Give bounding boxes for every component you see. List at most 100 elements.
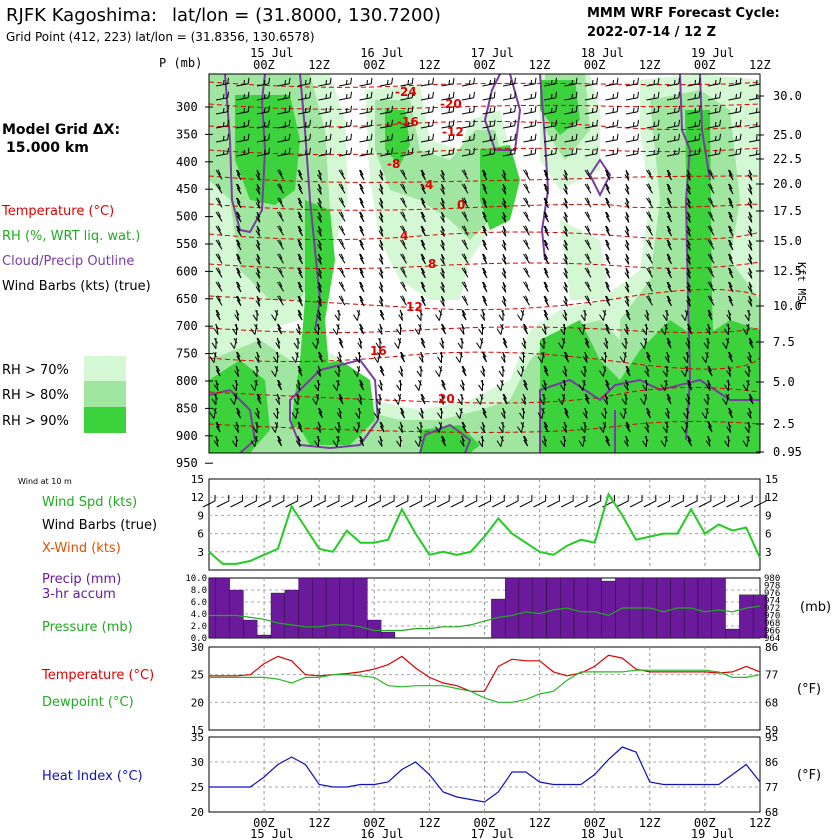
wind-barb — [726, 309, 732, 321]
wind-barb — [255, 253, 261, 265]
wind-barb — [420, 393, 426, 405]
wind-barb — [707, 133, 721, 143]
wind-barb — [624, 211, 630, 223]
wind-barb — [317, 253, 322, 265]
wind-speed-line — [208, 491, 761, 565]
wind-barb — [523, 147, 537, 157]
wind-barb — [564, 133, 578, 143]
wind-barb — [440, 183, 445, 195]
wind-barb — [686, 253, 691, 265]
wind-barb — [398, 421, 404, 433]
wind-barb — [209, 407, 217, 419]
wind-barb — [728, 119, 742, 129]
wind-barb — [236, 105, 250, 115]
wind-barb — [482, 281, 488, 293]
precip-bar — [725, 628, 740, 639]
precip-bar — [298, 577, 313, 639]
wind-barb — [666, 281, 672, 293]
wind-barb — [336, 407, 342, 419]
legend-pressure: Pressure (mb) — [42, 620, 133, 635]
wind-barb — [215, 281, 223, 292]
rh80-swatch — [84, 381, 126, 407]
wind-barb — [317, 295, 322, 307]
wind-barb — [646, 407, 652, 419]
wind-barb — [273, 352, 280, 364]
wind-barb — [440, 281, 445, 293]
wind-barb — [642, 380, 649, 392]
wind-barb — [414, 323, 422, 335]
wind-barb — [582, 407, 588, 419]
wind-barb — [683, 408, 690, 420]
wind-barb — [334, 310, 341, 322]
wind-barb — [359, 295, 365, 307]
wind-panel-left-tick: 9 — [197, 509, 204, 522]
station-title: RJFK Kagoshima: — [6, 5, 157, 26]
wind-barb — [377, 379, 383, 391]
wind-barb — [666, 267, 672, 279]
wind-barb — [256, 147, 270, 157]
wind-barb — [599, 365, 607, 377]
bottom-hour-label: 00Z — [474, 816, 496, 830]
wind-barb — [662, 422, 669, 434]
wind-barb — [686, 281, 691, 293]
wind-barb — [353, 365, 361, 377]
wind-barb — [666, 133, 680, 143]
wind-barb — [254, 351, 260, 363]
precip-bar — [518, 577, 533, 639]
temperature-contour-label: 4 — [400, 229, 408, 243]
wind-barb — [255, 239, 261, 251]
wind-barb — [400, 183, 407, 194]
wind-barb — [314, 324, 321, 336]
wind-barb — [744, 310, 751, 322]
wind-barb — [666, 337, 672, 349]
wind-barb — [297, 281, 303, 293]
surface-wind-barb — [560, 495, 574, 508]
wind-barb — [517, 309, 525, 321]
wind-barb — [440, 267, 445, 279]
pressure-right-tick: 980 — [764, 574, 780, 584]
temp-panel-right-tick: 59 — [765, 724, 778, 737]
wind-barb — [314, 380, 321, 392]
surface-wind-barb — [492, 495, 505, 508]
wind-barb — [256, 133, 270, 143]
wind-barb — [359, 183, 365, 195]
surface-wind-barb — [574, 495, 588, 508]
wind-barb — [420, 239, 426, 251]
wind-barb — [271, 309, 279, 321]
wind-barb — [234, 309, 240, 321]
surface-wind-barb — [230, 495, 244, 508]
wind-barb — [562, 421, 568, 433]
wind-barb — [701, 407, 709, 419]
wind-barb — [707, 365, 713, 377]
wind-barb — [277, 183, 284, 194]
dewpoint-line — [209, 669, 761, 703]
wind-barb — [605, 169, 611, 181]
top-date-label: 16 Jul — [360, 46, 403, 60]
wind-barb — [441, 147, 455, 157]
wind-barb — [250, 379, 258, 391]
wind-barb — [400, 147, 414, 157]
wind-panel-left-tick: 6 — [197, 528, 204, 541]
wind-barb — [541, 379, 547, 391]
wind-barb — [379, 77, 393, 87]
wind-barb — [666, 77, 680, 87]
wind-barb — [318, 77, 332, 87]
wind-barb — [584, 393, 590, 405]
wind-barb — [502, 337, 508, 349]
wind-barb — [646, 133, 660, 143]
wind-barb — [394, 337, 402, 349]
cloud-outline — [209, 74, 760, 453]
surface-wind-barb — [409, 495, 423, 508]
precip-bar — [505, 577, 520, 639]
wind-barb — [317, 183, 322, 195]
surface-wind-barb — [602, 495, 615, 508]
wind-barb — [625, 147, 639, 157]
wind-barb — [379, 421, 385, 433]
wind-barb — [728, 77, 742, 87]
wind-barb — [316, 309, 322, 321]
wind-barb — [211, 338, 218, 350]
wind-barb — [420, 225, 426, 237]
pressure-right-tick: 976 — [764, 589, 780, 599]
wind-barb — [439, 337, 445, 349]
wind-barb — [215, 105, 229, 115]
